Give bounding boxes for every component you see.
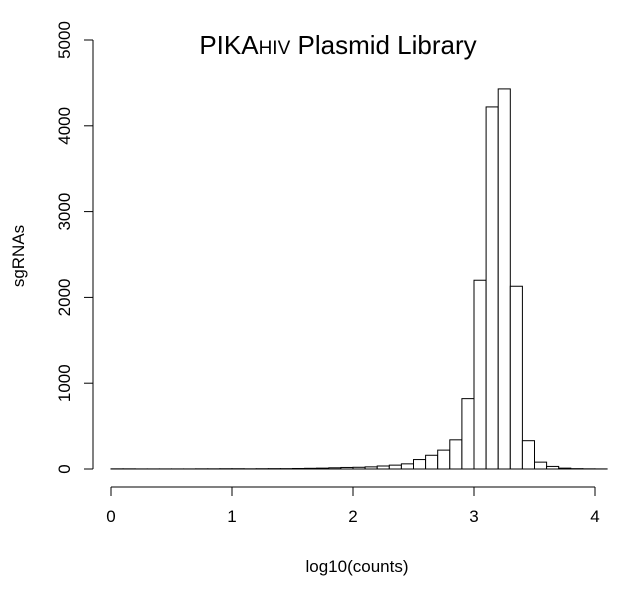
chart-title-main: PIKA bbox=[199, 30, 259, 60]
histogram-bar-29 bbox=[461, 398, 475, 470]
histogram-bar-25 bbox=[413, 459, 427, 470]
chart-title-sub: HIV bbox=[259, 38, 291, 59]
y-axis-label: sgRNAs bbox=[9, 225, 28, 287]
histogram-bar-19 bbox=[340, 466, 354, 470]
histogram-bar-28 bbox=[449, 439, 463, 470]
histogram-bar-15 bbox=[292, 467, 306, 470]
histogram-bar-37 bbox=[558, 467, 572, 470]
histogram-bar-16 bbox=[304, 467, 318, 470]
histogram-bar-22 bbox=[376, 465, 390, 470]
histogram-bar-32 bbox=[497, 88, 511, 470]
y-tick-label-2: 2000 bbox=[55, 278, 74, 316]
histogram-bar-23 bbox=[388, 464, 402, 470]
histogram-bar-24 bbox=[400, 463, 414, 470]
chart-title-rest: Plasmid Library bbox=[290, 30, 476, 60]
x-tick-label-4: 4 bbox=[590, 507, 599, 526]
histogram-bar-31 bbox=[485, 106, 499, 470]
histogram-bar-35 bbox=[534, 461, 548, 470]
histogram-bar-36 bbox=[546, 465, 560, 470]
y-tick-label-4: 4000 bbox=[55, 107, 74, 145]
histogram-bar-27 bbox=[437, 449, 451, 470]
x-tick-label-0: 0 bbox=[106, 507, 115, 526]
y-tick-label-5: 5000 bbox=[55, 21, 74, 59]
x-tick-label-1: 1 bbox=[227, 507, 236, 526]
histogram-bar-30 bbox=[473, 279, 487, 470]
y-tick-label-1: 1000 bbox=[55, 364, 74, 402]
y-axis: 0 1000 2000 3000 4000 5000 bbox=[55, 21, 94, 474]
histogram-bar-26 bbox=[425, 454, 439, 470]
histogram-bar-34 bbox=[521, 440, 536, 470]
x-tick-label-2: 2 bbox=[348, 507, 357, 526]
x-axis: 0 1 2 3 4 bbox=[106, 486, 600, 526]
y-tick-label-3: 3000 bbox=[55, 193, 74, 231]
histogram-bar-20 bbox=[352, 466, 366, 470]
x-axis-label: log10(counts) bbox=[305, 557, 408, 576]
chart-title: PIKAHIV Plasmid Library bbox=[199, 30, 476, 60]
y-tick-label-0: 0 bbox=[55, 464, 74, 473]
histogram-bar-21 bbox=[364, 466, 378, 470]
bar-group bbox=[110, 88, 608, 470]
x-tick-label-3: 3 bbox=[469, 507, 478, 526]
histogram-bar-18 bbox=[328, 467, 342, 470]
histogram-bar-17 bbox=[316, 467, 330, 470]
histogram-bar-33 bbox=[509, 285, 523, 470]
